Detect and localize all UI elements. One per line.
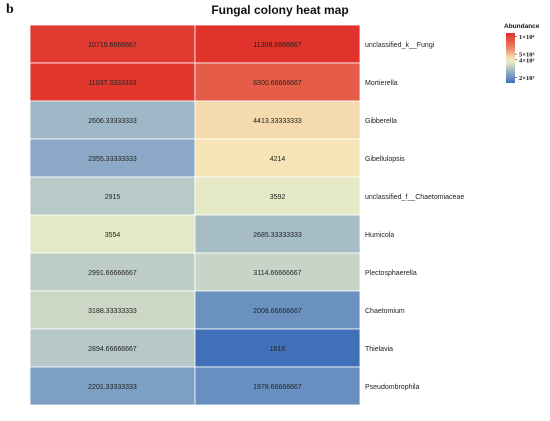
row-label: Pseudombrophila — [365, 384, 420, 391]
legend-title: Abundance — [504, 23, 540, 30]
heatmap-cell — [29, 138, 196, 178]
row-label: Thielavia — [365, 346, 393, 353]
heatmap-cell — [194, 328, 361, 368]
legend-tick-label: 5×10³ — [519, 52, 534, 59]
row-label: unclassified_f__Chaetomiaceae — [365, 194, 464, 201]
heatmap-cell — [194, 366, 361, 406]
cell-value-label: 2685.33333333 — [253, 232, 302, 239]
heatmap-cell — [29, 214, 196, 254]
heatmap-cell — [29, 290, 196, 330]
cell-value-label: 3592 — [270, 194, 286, 201]
cell-value-label: 2915 — [105, 194, 121, 201]
heatmap-cell — [194, 290, 361, 330]
row-label: Gibellulopsis — [365, 156, 405, 163]
row-label: Gibberella — [365, 118, 397, 125]
legend-color-bar — [506, 33, 515, 83]
cell-value-label: 11037.3333333 — [88, 80, 136, 87]
cell-value-label: 11308.6666667 — [253, 42, 301, 49]
legend-tick-label: 4×10³ — [519, 57, 534, 64]
cell-value-label: 2894.66666667 — [88, 346, 137, 353]
legend-tick-label: 2×10³ — [519, 75, 534, 82]
row-label: unclassified_k__Fungi — [365, 42, 435, 49]
heatmap-cell — [194, 100, 361, 140]
cell-value-label: 2355.33333333 — [88, 156, 137, 163]
heatmap-cell — [29, 62, 196, 102]
heatmap-cell — [29, 252, 196, 292]
heatmap-cell — [194, 214, 361, 254]
row-label: Humicola — [365, 232, 394, 239]
cell-value-label: 2201.33333333 — [88, 384, 137, 391]
cell-value-label: 2991.66666667 — [88, 270, 137, 277]
cell-value-label: 1978.66666667 — [253, 384, 302, 391]
panel-label: b — [6, 2, 14, 17]
cell-value-label: 8300.66666667 — [253, 80, 302, 87]
row-label: Plectosphaerella — [365, 270, 417, 277]
cell-value-label: 4413.33333333 — [253, 118, 302, 125]
heatmap-cell — [194, 252, 361, 292]
row-label: Mortierella — [365, 80, 398, 87]
heatmap-cell — [194, 24, 361, 64]
chart-title: Fungal colony heat map — [211, 3, 349, 17]
row-label: Chaetomium — [365, 308, 405, 315]
heatmap-cell — [194, 176, 361, 216]
cell-value-label: 2008.66666667 — [253, 308, 302, 315]
heatmap-cell — [194, 62, 361, 102]
cell-value-label: 2606.33333333 — [88, 118, 137, 125]
cell-value-label: 3114.66666667 — [253, 270, 301, 277]
cell-value-label: 3554 — [105, 232, 121, 239]
cell-value-label: 1616 — [270, 346, 286, 353]
cell-value-label: 3188.33333333 — [88, 308, 137, 315]
cell-value-label: 4214 — [270, 156, 286, 163]
cell-value-label: 10715.6666667 — [88, 42, 137, 49]
heatmap-cell — [29, 328, 196, 368]
heatmap-cell — [29, 24, 196, 64]
legend-tick-label: 1×10⁴ — [519, 34, 534, 41]
